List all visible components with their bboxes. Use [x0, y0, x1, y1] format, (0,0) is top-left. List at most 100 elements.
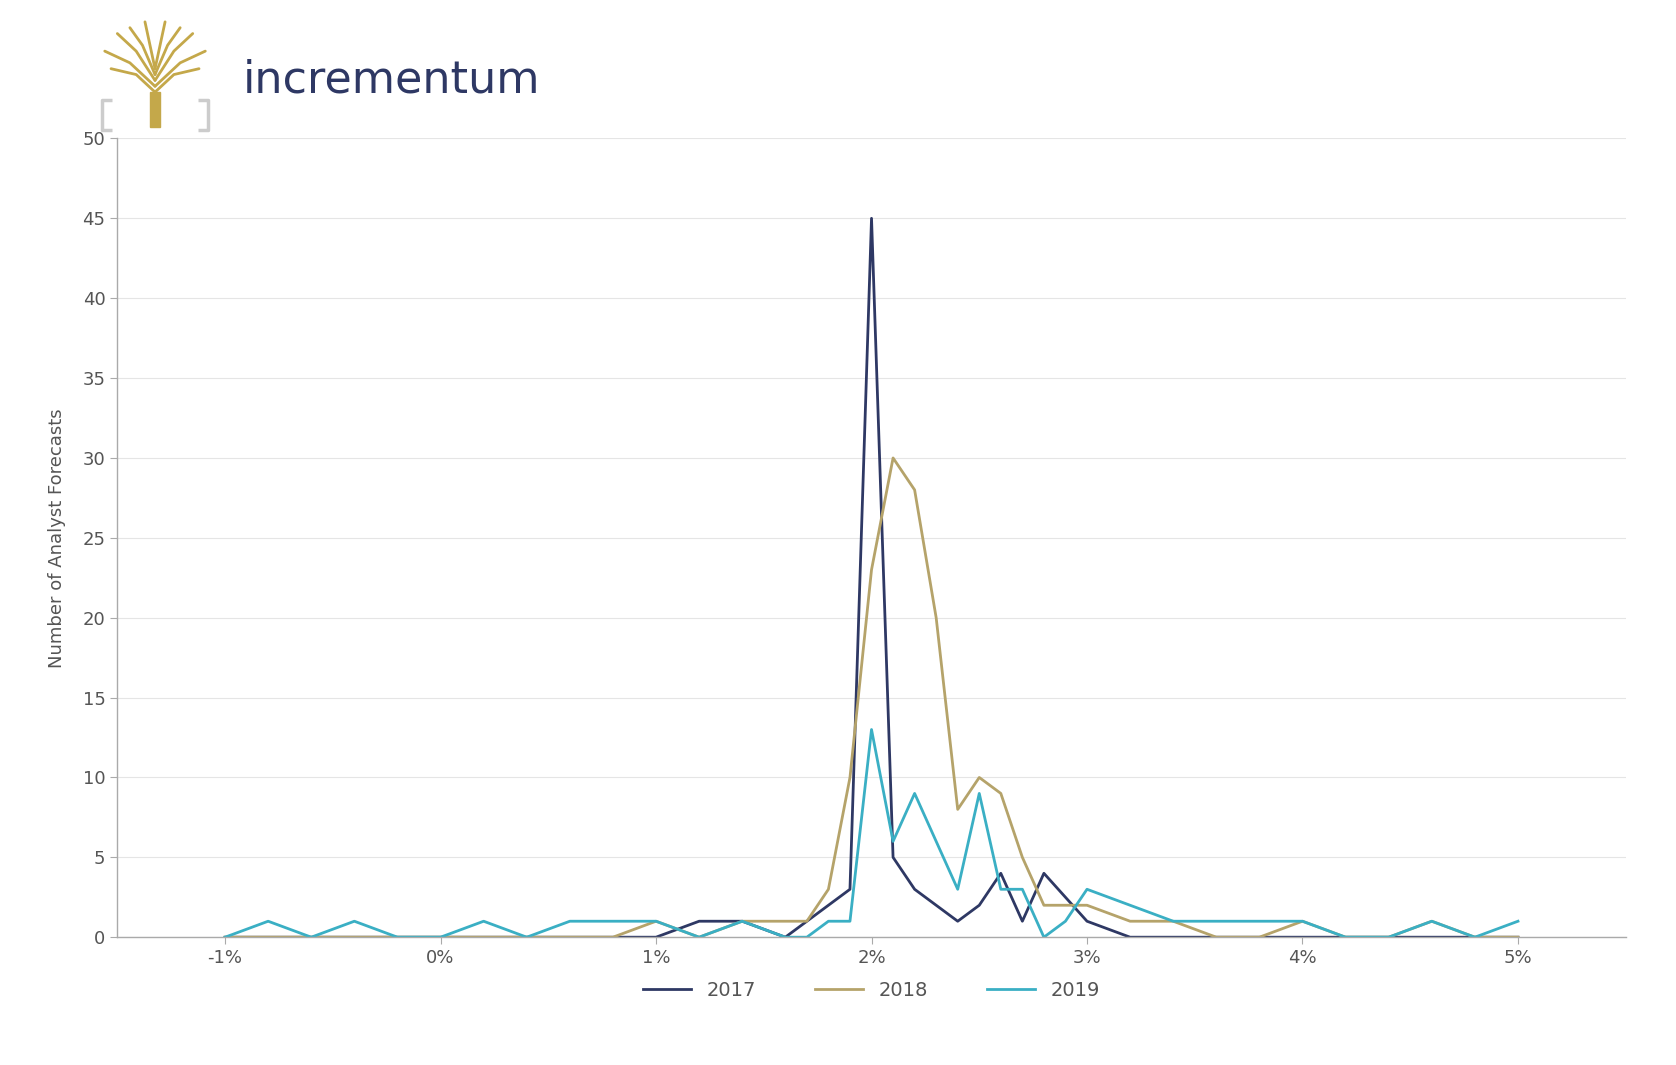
2017 — [947, 915, 967, 928]
2018 — [516, 931, 536, 944]
2018 — [1379, 931, 1399, 944]
2018 — [1207, 931, 1227, 944]
2017 — [1034, 867, 1054, 880]
2019 — [474, 915, 494, 928]
2018 — [969, 771, 989, 784]
2017 — [1465, 931, 1485, 944]
2017 — [645, 931, 665, 944]
2019 — [905, 787, 925, 800]
2019 — [560, 915, 580, 928]
2019 — [1421, 915, 1441, 928]
2018 — [302, 931, 322, 944]
2018 — [1421, 915, 1441, 928]
2018 — [1336, 931, 1356, 944]
2017 — [387, 931, 407, 944]
2018 — [796, 915, 816, 928]
2019 — [1207, 915, 1227, 928]
2017 — [431, 931, 451, 944]
2017 — [1012, 915, 1032, 928]
2019 — [387, 931, 407, 944]
2017 — [344, 931, 364, 944]
2018 — [1508, 931, 1529, 944]
2018 — [883, 452, 903, 464]
Text: incrementum: incrementum — [243, 59, 541, 101]
2018 — [905, 484, 925, 496]
2019 — [215, 931, 235, 944]
2018 — [1465, 931, 1485, 944]
2019 — [603, 915, 623, 928]
2018 — [818, 883, 838, 896]
2017 — [1292, 931, 1312, 944]
2017 — [1207, 931, 1227, 944]
2017 — [1249, 931, 1269, 944]
2019 — [431, 931, 451, 944]
2018 — [1163, 915, 1183, 928]
2019 — [991, 883, 1011, 896]
2018 — [776, 915, 796, 928]
2019 — [840, 915, 860, 928]
2019 — [1163, 915, 1183, 928]
2019 — [1120, 899, 1140, 912]
2019 — [1336, 931, 1356, 944]
2019 — [302, 931, 322, 944]
2017 — [1379, 931, 1399, 944]
2017 — [560, 931, 580, 944]
2018 — [645, 915, 665, 928]
2019 — [645, 915, 665, 928]
2017 — [1421, 931, 1441, 944]
Polygon shape — [151, 93, 161, 128]
2017 — [258, 931, 278, 944]
2018 — [861, 563, 882, 576]
2019 — [1078, 883, 1098, 896]
2017 — [1120, 931, 1140, 944]
2017 — [991, 867, 1011, 880]
2019 — [1508, 915, 1529, 928]
2019 — [947, 883, 967, 896]
2018 — [732, 915, 753, 928]
2017 — [732, 915, 753, 928]
2017 — [516, 931, 536, 944]
2017 — [689, 915, 709, 928]
Y-axis label: Number of Analyst Forecasts: Number of Analyst Forecasts — [49, 408, 65, 668]
2017 — [215, 931, 235, 944]
Line: 2018: 2018 — [225, 458, 1518, 937]
2018 — [1249, 931, 1269, 944]
2018 — [1078, 899, 1098, 912]
2017 — [603, 931, 623, 944]
2019 — [861, 723, 882, 736]
2018 — [387, 931, 407, 944]
2019 — [818, 915, 838, 928]
Legend: 2017, 2018, 2019: 2017, 2018, 2019 — [635, 972, 1108, 1007]
2018 — [991, 787, 1011, 800]
2018 — [1034, 899, 1054, 912]
2017 — [840, 883, 860, 896]
2019 — [258, 915, 278, 928]
2018 — [215, 931, 235, 944]
2018 — [947, 803, 967, 816]
2018 — [927, 611, 947, 624]
2017 — [302, 931, 322, 944]
2019 — [516, 931, 536, 944]
2018 — [344, 931, 364, 944]
2018 — [1012, 851, 1032, 864]
2018 — [840, 771, 860, 784]
2017 — [861, 212, 882, 225]
Line: 2017: 2017 — [225, 218, 1518, 937]
2018 — [474, 931, 494, 944]
Line: 2019: 2019 — [225, 730, 1518, 937]
2018 — [258, 931, 278, 944]
2017 — [1078, 915, 1098, 928]
2017 — [818, 899, 838, 912]
2019 — [344, 915, 364, 928]
2018 — [1292, 915, 1312, 928]
2018 — [1120, 915, 1140, 928]
2019 — [1379, 931, 1399, 944]
2018 — [431, 931, 451, 944]
2019 — [1056, 915, 1076, 928]
2018 — [689, 931, 709, 944]
2019 — [776, 931, 796, 944]
2017 — [905, 883, 925, 896]
2019 — [1249, 915, 1269, 928]
2017 — [1336, 931, 1356, 944]
2019 — [1292, 915, 1312, 928]
